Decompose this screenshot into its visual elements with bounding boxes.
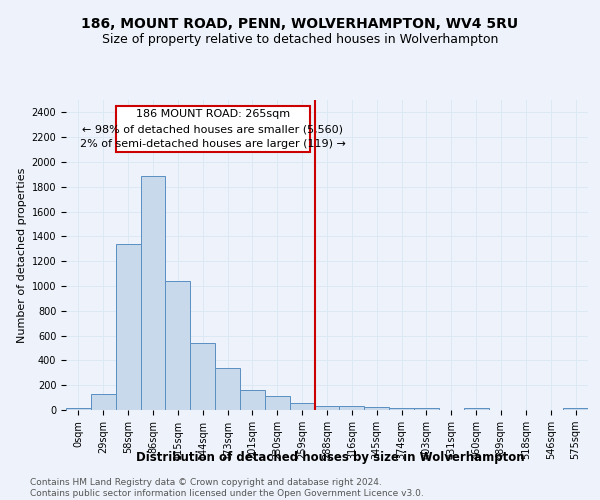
- Bar: [464, 408, 488, 410]
- Bar: [140, 176, 166, 410]
- Bar: [215, 368, 240, 410]
- Bar: [116, 244, 140, 410]
- Bar: [91, 394, 116, 410]
- Bar: [414, 408, 439, 410]
- Bar: [240, 390, 265, 410]
- Bar: [364, 407, 389, 410]
- Text: 186 MOUNT ROAD: 265sqm
← 98% of detached houses are smaller (5,560)
2% of semi-d: 186 MOUNT ROAD: 265sqm ← 98% of detached…: [80, 110, 346, 149]
- Bar: [166, 281, 190, 410]
- Bar: [563, 408, 588, 410]
- FancyBboxPatch shape: [116, 106, 310, 152]
- Bar: [190, 343, 215, 410]
- Bar: [340, 406, 364, 410]
- Bar: [314, 406, 340, 410]
- Text: Distribution of detached houses by size in Wolverhampton: Distribution of detached houses by size …: [136, 451, 524, 464]
- Text: 186, MOUNT ROAD, PENN, WOLVERHAMPTON, WV4 5RU: 186, MOUNT ROAD, PENN, WOLVERHAMPTON, WV…: [82, 18, 518, 32]
- Bar: [389, 408, 414, 410]
- Text: Size of property relative to detached houses in Wolverhampton: Size of property relative to detached ho…: [102, 32, 498, 46]
- Bar: [66, 408, 91, 410]
- Bar: [265, 396, 290, 410]
- Text: Contains HM Land Registry data © Crown copyright and database right 2024.
Contai: Contains HM Land Registry data © Crown c…: [30, 478, 424, 498]
- Bar: [290, 403, 314, 410]
- Y-axis label: Number of detached properties: Number of detached properties: [17, 168, 28, 342]
